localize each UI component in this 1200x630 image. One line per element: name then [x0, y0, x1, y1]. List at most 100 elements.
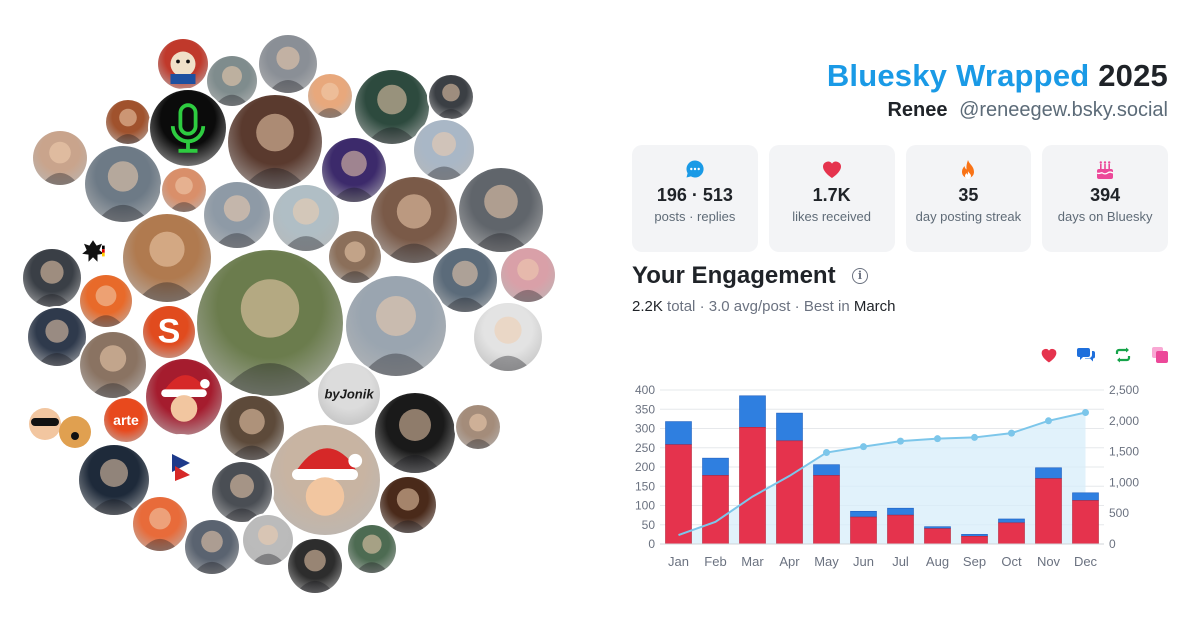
- x-tick-label: Feb: [704, 554, 726, 569]
- avatar[interactable]: [80, 332, 146, 398]
- avatar[interactable]: [474, 303, 542, 371]
- stat-label: days on Bluesky: [1057, 209, 1153, 224]
- avatar[interactable]: [273, 185, 339, 251]
- avatar[interactable]: [85, 146, 161, 222]
- arte-logo-avatar[interactable]: arte: [104, 398, 148, 442]
- quote-icon[interactable]: [1151, 346, 1169, 364]
- user-identity: Renee @reneegew.bsky.social: [827, 96, 1168, 124]
- bar-likes: [924, 528, 951, 545]
- avatar[interactable]: [207, 56, 257, 106]
- bar-replies: [1035, 467, 1062, 479]
- santa-hat-avatar[interactable]: [270, 425, 380, 535]
- avatar[interactable]: [380, 477, 436, 533]
- x-tick-label: Dec: [1074, 554, 1098, 569]
- x-tick-label: Mar: [741, 554, 764, 569]
- cumulative-point: [823, 449, 830, 457]
- page-title: Bluesky Wrapped 2025: [827, 58, 1168, 94]
- y-tick-label: 200: [635, 460, 655, 474]
- avatar[interactable]: [456, 405, 500, 449]
- bar-likes: [813, 475, 840, 545]
- stat-value: 394: [1090, 185, 1121, 205]
- eagle-avatar[interactable]: [75, 233, 111, 269]
- bar-likes: [1035, 478, 1062, 545]
- avatar[interactable]: [288, 539, 342, 593]
- bar-likes: [887, 514, 914, 545]
- avatar[interactable]: [106, 100, 150, 144]
- avatar[interactable]: [501, 248, 555, 302]
- toy-bear-avatar[interactable]: [158, 39, 208, 89]
- x-tick-label: Oct: [1001, 554, 1022, 569]
- avatar[interactable]: [212, 462, 272, 522]
- avatar[interactable]: [162, 168, 206, 212]
- avatar[interactable]: [348, 525, 396, 573]
- avatar[interactable]: [204, 182, 270, 248]
- avatar[interactable]: [322, 138, 386, 202]
- avatar[interactable]: [243, 515, 293, 565]
- avatar[interactable]: [433, 248, 497, 312]
- stat-value: 35: [958, 185, 979, 205]
- avatar[interactable]: [228, 95, 322, 189]
- avatar[interactable]: [33, 131, 87, 185]
- avatar[interactable]: [375, 393, 455, 473]
- santa-avatar[interactable]: [146, 359, 222, 435]
- cumulative-point: [1082, 408, 1089, 416]
- info-icon[interactable]: i: [852, 268, 868, 284]
- bar-likes: [998, 522, 1025, 545]
- avatar[interactable]: [259, 35, 317, 93]
- flame-icon: [906, 159, 1032, 181]
- chart-legend: [1040, 346, 1169, 364]
- reply-bubbles-icon[interactable]: [1077, 346, 1095, 364]
- avatar[interactable]: [185, 520, 239, 574]
- engagement-summary: 2.2K total · 3.0 avg/post · Best in Marc…: [632, 298, 896, 315]
- avatar[interactable]: [459, 168, 543, 252]
- avatar[interactable]: [197, 250, 343, 396]
- engagement-best-month: March: [853, 298, 896, 315]
- engagement-best-label: Best in: [803, 298, 850, 315]
- heart-icon[interactable]: [1040, 346, 1058, 364]
- avatar[interactable]: [308, 74, 352, 118]
- bylonik-logo-avatar[interactable]: byJonik: [318, 363, 380, 425]
- x-tick-label: Apr: [779, 554, 800, 569]
- y-tick-label: 150: [635, 479, 655, 493]
- engagement-avg: 3.0 avg/post: [708, 298, 791, 315]
- avatar[interactable]: [429, 75, 473, 119]
- avatar[interactable]: [329, 231, 381, 283]
- engagement-title: Your Engagement: [632, 262, 836, 289]
- engagement-chart: 0 50 100 150 200 250 300 350 400 0 500 1,000 1,500 2,…: [635, 383, 1139, 569]
- cumulative-point: [1008, 429, 1015, 437]
- avatar[interactable]: [346, 276, 446, 376]
- bar-likes: [1072, 500, 1099, 545]
- avatar[interactable]: [28, 308, 86, 366]
- emoji-dog-avatar[interactable]: [19, 388, 99, 468]
- avatar[interactable]: [123, 214, 211, 302]
- le-coq-sportif-avatar[interactable]: [151, 436, 211, 496]
- repost-icon[interactable]: [1114, 346, 1132, 364]
- avatar[interactable]: [80, 275, 132, 327]
- avatar[interactable]: [79, 445, 149, 515]
- x-tick-label: Nov: [1037, 554, 1061, 569]
- y2-tick-label: 2,000: [1109, 414, 1139, 428]
- avatar[interactable]: [220, 396, 284, 460]
- y-tick-label: 250: [635, 441, 655, 455]
- avatar[interactable]: [133, 497, 187, 551]
- y-tick-label: 0: [648, 537, 655, 551]
- x-tick-label: Jan: [668, 554, 689, 569]
- bar-likes: [776, 440, 803, 545]
- bar-replies: [665, 421, 692, 445]
- avatar[interactable]: [23, 249, 81, 307]
- bar-likes: [702, 475, 729, 545]
- x-tick-label: Sep: [963, 554, 986, 569]
- avatar[interactable]: [414, 120, 474, 180]
- microphone-avatar[interactable]: [150, 90, 226, 166]
- cumulative-point: [860, 443, 867, 451]
- avatar[interactable]: [371, 177, 457, 263]
- user-handle: @reneegew.bsky.social: [959, 99, 1168, 121]
- s-logo-avatar[interactable]: S: [143, 306, 195, 358]
- bar-likes: [961, 536, 988, 545]
- stat-label: day posting streak: [915, 209, 1022, 224]
- x-tick-label: May: [814, 554, 839, 569]
- y2-tick-label: 0: [1109, 537, 1116, 551]
- heart-icon: [769, 159, 895, 181]
- avatar[interactable]: [355, 70, 429, 144]
